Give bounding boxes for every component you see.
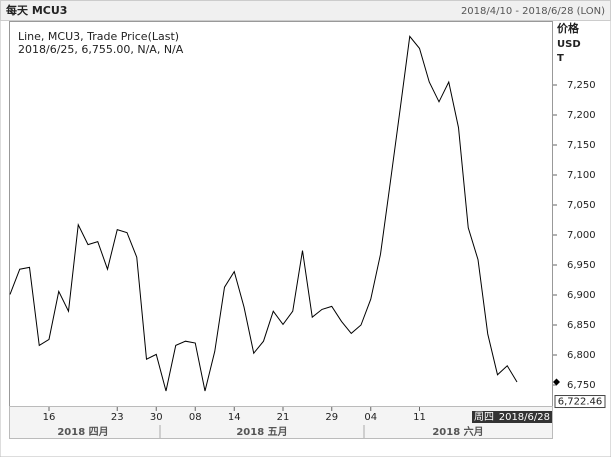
y-tick-label: 7,200 — [567, 110, 596, 121]
y-tick-label: 6,900 — [567, 290, 596, 301]
info-line: Line, MCU3, Trade Price(Last) — [18, 30, 179, 43]
y-tick-label: 6,750 — [567, 380, 596, 391]
header-title: 每天 MCU3 — [6, 3, 67, 17]
y-axis-label: 价格 — [557, 21, 580, 35]
x-tick-label: 21 — [277, 412, 290, 423]
y-tick-label: 7,150 — [567, 140, 596, 151]
x-axis-panel — [9, 406, 553, 439]
y-tick-label: 6,800 — [567, 350, 596, 361]
y-tick-label: 7,050 — [567, 200, 596, 211]
info-line: 2018/6/25, 6,755.00, N/A, N/A — [18, 43, 184, 56]
x-tick-label: 30 — [150, 412, 163, 423]
last-marker — [553, 378, 560, 386]
month-label: 2018 四月 — [57, 426, 108, 438]
cursor-date: 2018/6/28 — [499, 412, 550, 423]
x-tick-label: 08 — [189, 412, 202, 423]
header-range: 2018/4/10 - 2018/6/28 (LON) — [461, 6, 605, 17]
y-tick-label: 7,000 — [567, 230, 596, 241]
x-tick-label: 11 — [413, 412, 426, 423]
price-tag-label: 6,722.46 — [558, 397, 603, 408]
x-tick-label: 29 — [325, 412, 338, 423]
cursor-day: 周四 — [474, 411, 494, 423]
x-tick-label: 23 — [111, 412, 124, 423]
y-tick-label: 7,100 — [567, 170, 596, 181]
cursor-box — [472, 411, 552, 423]
y-axis-label: T — [557, 53, 564, 64]
y-tick-label: 6,950 — [567, 260, 596, 271]
x-tick-label: 14 — [228, 412, 241, 423]
month-label: 2018 六月 — [432, 425, 483, 438]
price-line — [9, 35, 518, 392]
y-axis-label: USD — [557, 39, 581, 50]
y-tick-label: 7,250 — [567, 80, 596, 91]
y-tick-label: 6,850 — [567, 320, 596, 331]
price-tag — [554, 395, 606, 409]
x-tick-label: 04 — [364, 412, 377, 423]
x-tick-label: 16 — [43, 412, 56, 423]
month-label: 2018 五月 — [236, 426, 287, 438]
